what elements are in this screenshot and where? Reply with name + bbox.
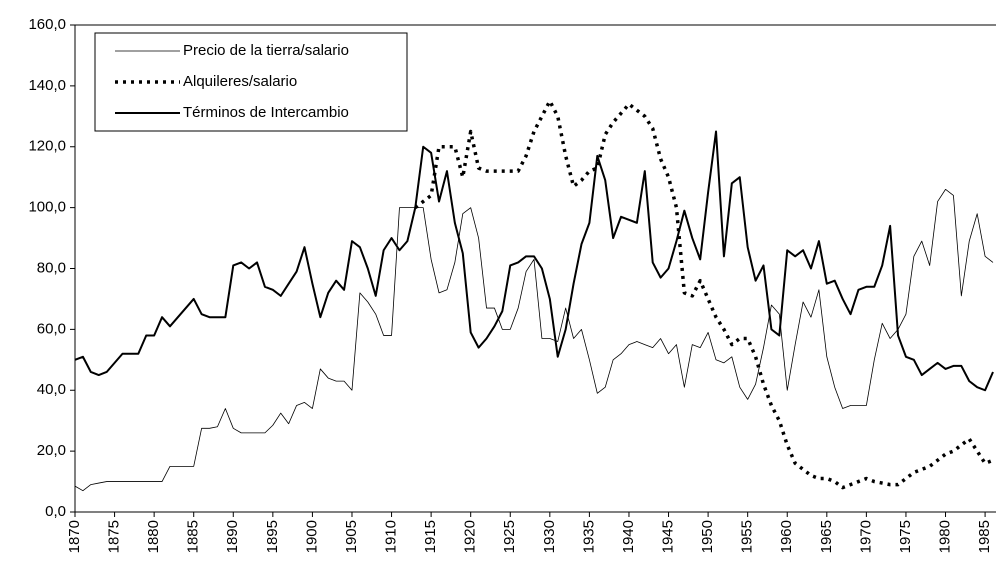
- x-tick-label: 1875: [106, 520, 123, 553]
- x-tick-label: 1955: [739, 520, 756, 553]
- x-tick-label: 1945: [660, 520, 677, 553]
- x-tick-label: 1920: [462, 520, 479, 553]
- x-tick-label: 1965: [818, 520, 835, 553]
- x-tick-label: 1910: [383, 520, 400, 553]
- x-tick-label: 1895: [264, 520, 281, 553]
- x-tick-label: 1940: [620, 520, 637, 553]
- series-line: [414, 99, 994, 490]
- y-tick-label: 100,0: [28, 199, 66, 216]
- y-tick-label: 40,0: [37, 381, 66, 398]
- y-tick-label: 80,0: [37, 259, 66, 276]
- x-tick-label: 1880: [145, 520, 162, 553]
- y-tick-label: 60,0: [37, 320, 66, 337]
- y-tick-label: 140,0: [28, 77, 66, 94]
- x-tick-label: 1925: [501, 520, 518, 553]
- y-tick-label: 0,0: [45, 503, 66, 520]
- x-tick-label: 1885: [185, 520, 202, 553]
- x-tick-label: 1935: [580, 520, 597, 553]
- x-tick-label: 1985: [976, 520, 993, 553]
- x-tick-label: 1980: [936, 520, 953, 553]
- x-tick-label: 1915: [422, 520, 439, 553]
- x-tick-label: 1905: [343, 520, 360, 553]
- y-tick-label: 160,0: [28, 16, 66, 33]
- legend-label: Precio de la tierra/salario: [183, 42, 349, 59]
- y-tick-label: 20,0: [37, 442, 66, 459]
- x-tick-label: 1900: [303, 520, 320, 553]
- legend-label: Términos de Intercambio: [183, 104, 349, 121]
- legend-label: Alquileres/salario: [183, 73, 297, 90]
- x-tick-label: 1950: [699, 520, 716, 553]
- x-tick-label: 1930: [541, 520, 558, 553]
- x-tick-label: 1960: [778, 520, 795, 553]
- x-tick-label: 1975: [897, 520, 914, 553]
- x-tick-label: 1890: [224, 520, 241, 553]
- x-tick-label: 1970: [857, 520, 874, 553]
- series-line: [74, 130, 994, 392]
- y-tick-label: 120,0: [28, 138, 66, 155]
- series-line: [74, 188, 994, 492]
- x-tick-label: 1870: [66, 520, 83, 553]
